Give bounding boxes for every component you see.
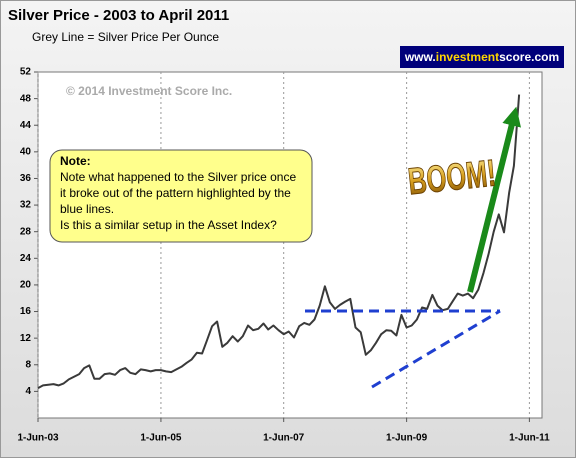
note-line: Is this a similar setup in the Asset Ind… bbox=[60, 218, 277, 232]
price-line bbox=[37, 94, 521, 389]
x-tick-label: 1-Jun-11 bbox=[509, 433, 550, 444]
banner-part: www. bbox=[404, 50, 436, 64]
y-tick-label: 32 bbox=[20, 200, 32, 211]
note-text: Note what happened to the Silver price o… bbox=[60, 170, 296, 232]
chart-subtitle: Grey Line = Silver Price Per Ounce bbox=[32, 30, 219, 44]
y-tick-label: 48 bbox=[20, 93, 32, 104]
y-tick-label: 40 bbox=[20, 146, 32, 157]
y-tick-label: 16 bbox=[20, 306, 32, 317]
trend-arrow bbox=[467, 106, 521, 293]
support-line bbox=[371, 309, 501, 389]
boom-annotation: BOOM! bbox=[406, 152, 498, 203]
banner-part: investment bbox=[436, 50, 499, 64]
x-tick-label: 1-Jun-09 bbox=[386, 433, 428, 444]
y-tick-label: 4 bbox=[25, 386, 31, 397]
y-tick-label: 44 bbox=[20, 120, 32, 131]
y-tick-label: 28 bbox=[20, 226, 32, 237]
banner bbox=[400, 46, 564, 68]
note-box bbox=[49, 149, 313, 243]
y-tick-label: 36 bbox=[20, 173, 32, 184]
x-tick-label: 1-Jun-05 bbox=[140, 433, 182, 444]
y-tick-label: 52 bbox=[20, 67, 32, 78]
plot-area bbox=[37, 71, 543, 419]
y-tick-label: 8 bbox=[25, 359, 31, 370]
banner-part: score bbox=[499, 50, 531, 64]
note-line: blue lines. bbox=[60, 202, 114, 216]
banner-part: .com bbox=[531, 50, 559, 64]
plot bbox=[34, 71, 530, 422]
note-line: it broke out of the pattern highlighted … bbox=[60, 186, 291, 200]
watermark: © 2014 Investment Score Inc. bbox=[66, 84, 232, 98]
note-heading: Note: bbox=[60, 154, 91, 168]
x-tick-label: 1-Jun-07 bbox=[263, 433, 305, 444]
note-line: Note what happened to the Silver price o… bbox=[60, 170, 296, 184]
x-tick-label: 1-Jun-03 bbox=[17, 433, 59, 444]
y-tick-label: 24 bbox=[20, 253, 32, 264]
y-tick-label: 20 bbox=[20, 280, 32, 291]
y-tick-label: 12 bbox=[20, 333, 32, 344]
banner-text: www.investmentscore.com bbox=[404, 50, 559, 64]
chart-title: Silver Price - 2003 to April 2011 bbox=[8, 7, 229, 24]
